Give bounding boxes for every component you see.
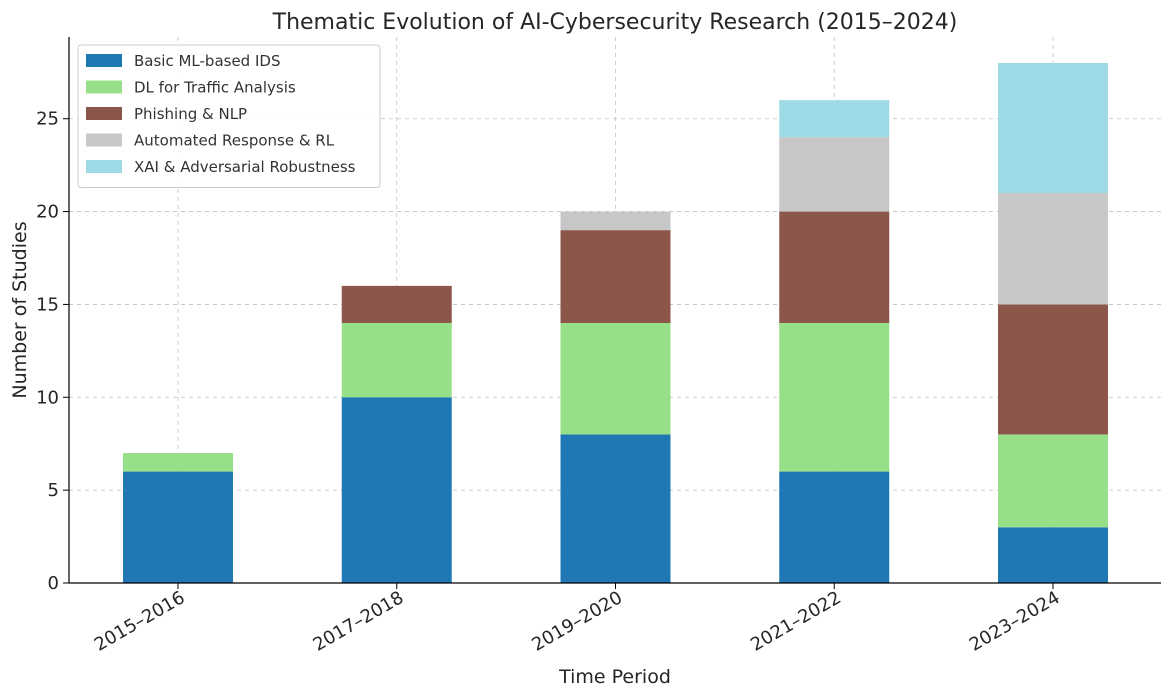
bar-segment (560, 434, 671, 583)
x-tick-label: 2017–2018 (310, 587, 408, 655)
bar-segment (341, 397, 452, 583)
bar-segment (998, 527, 1108, 583)
bar-segment (779, 211, 890, 323)
y-tick-label: 25 (36, 109, 59, 130)
legend-swatch (86, 160, 122, 173)
legend: Basic ML-based IDS DL for Traffic Analysi… (77, 44, 381, 188)
x-tick-label: 2019–2020 (528, 587, 626, 655)
bar-segment (779, 471, 890, 583)
y-axis-label: Number of Studies (9, 221, 31, 398)
legend-swatch (86, 107, 122, 120)
bar-segment (779, 323, 890, 472)
bar-segment (998, 434, 1108, 528)
bar-segment (779, 100, 890, 138)
legend-swatch (86, 133, 122, 147)
bar-segment (341, 285, 452, 323)
y-tick-label: 0 (48, 573, 59, 594)
bar-segment (560, 230, 671, 323)
bar-segment (998, 304, 1108, 435)
bar-segment (779, 137, 890, 212)
legend-swatch (86, 54, 122, 67)
legend-label: Phishing & NLP (134, 105, 247, 123)
bar-segment (123, 471, 233, 583)
x-axis-label: Time Period (558, 666, 671, 688)
x-tick-label: 2023–2024 (966, 587, 1064, 655)
legend-label: DL for Traffic Analysis (134, 79, 296, 97)
legend-swatch (86, 80, 122, 94)
y-tick-label: 5 (48, 480, 59, 501)
x-ticks: 2015–2016 2017–2018 2019–2020 2021–2022 2023… (91, 583, 1064, 656)
bar-segment (560, 323, 671, 435)
bar-segment (123, 453, 233, 472)
legend-label: Basic ML-based IDS (134, 52, 280, 70)
bar-segment (560, 211, 671, 231)
chart-title: Thematic Evolution of AI-Cybersecurity R… (272, 10, 958, 35)
bar-segment (341, 323, 452, 398)
legend-label: XAI & Adversarial Robustness (134, 158, 356, 176)
y-ticks: 0 5 10 15 20 25 (36, 109, 69, 594)
bar-segment (998, 193, 1108, 305)
y-tick-label: 15 (36, 294, 59, 315)
y-tick-label: 10 (36, 387, 59, 408)
y-tick-label: 20 (36, 202, 59, 223)
legend-frame (77, 44, 381, 188)
legend-label: Automated Response & RL (134, 132, 335, 150)
bars (123, 63, 1108, 583)
x-tick-label: 2015–2016 (91, 587, 189, 655)
x-tick-label: 2021–2022 (747, 587, 845, 655)
bar-segment (998, 63, 1108, 193)
